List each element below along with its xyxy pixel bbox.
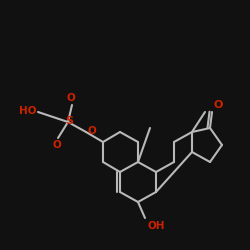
Text: HO: HO [18, 106, 36, 116]
Text: O: O [87, 126, 96, 136]
Text: O: O [52, 140, 62, 150]
Text: OH: OH [147, 221, 164, 231]
Text: O: O [66, 93, 76, 103]
Text: S: S [65, 116, 73, 126]
Text: O: O [214, 100, 224, 110]
